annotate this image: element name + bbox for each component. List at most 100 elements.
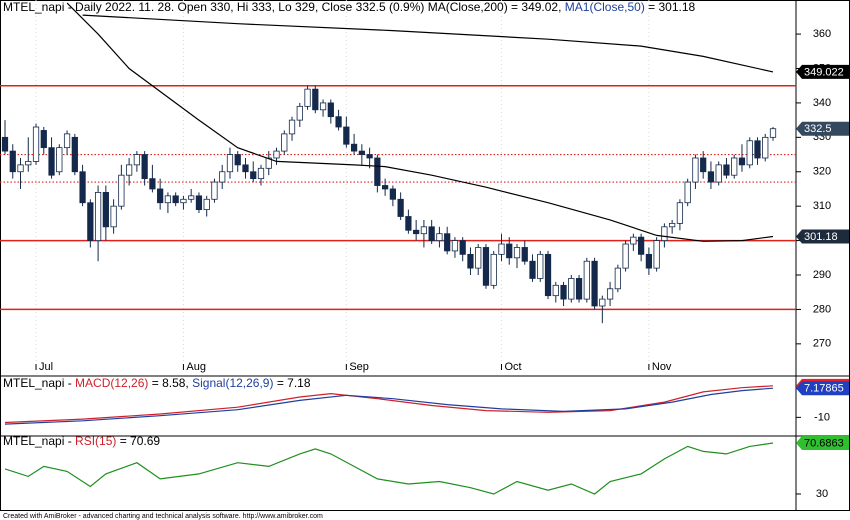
candle-body bbox=[94, 191, 102, 241]
title-part: MTEL_napi - Daily 2022. 11. 28. Open 330… bbox=[3, 0, 565, 14]
candle-body bbox=[25, 161, 32, 166]
value-tag bbox=[796, 381, 849, 396]
candle-body bbox=[234, 154, 241, 166]
candle-body bbox=[762, 136, 769, 159]
candle-body bbox=[133, 154, 140, 166]
candle-body bbox=[203, 198, 210, 211]
y-tick-label: 310 bbox=[813, 200, 831, 212]
candle-body bbox=[700, 157, 707, 173]
x-tick-label: Jul bbox=[39, 361, 53, 373]
candle-body bbox=[63, 133, 71, 149]
candle-body bbox=[529, 260, 536, 279]
value-tag bbox=[796, 64, 849, 79]
candle-body bbox=[560, 284, 567, 300]
title-part: MTEL_napi - bbox=[3, 376, 75, 390]
candle-body bbox=[428, 226, 435, 241]
candle-body bbox=[350, 143, 358, 152]
candle-body bbox=[521, 247, 528, 262]
candle-body bbox=[180, 198, 187, 204]
candle-body bbox=[312, 88, 319, 111]
candle-body bbox=[110, 205, 117, 228]
value-tag bbox=[796, 436, 849, 451]
candle-body bbox=[164, 195, 172, 204]
candle-body bbox=[630, 236, 637, 245]
candle-body bbox=[257, 167, 265, 180]
candle-body bbox=[157, 188, 164, 204]
candle-body bbox=[211, 181, 218, 200]
candle-body bbox=[397, 198, 404, 217]
value-tag-label: 7.17865 bbox=[804, 383, 844, 395]
candle-body bbox=[126, 164, 133, 176]
candle-body bbox=[506, 243, 513, 259]
candle-body bbox=[731, 157, 738, 176]
value-tag bbox=[796, 229, 849, 244]
panel-title: MTEL_napi - RSI(15) = 70.69 bbox=[3, 434, 160, 448]
candle-body bbox=[420, 226, 428, 235]
indicator-line bbox=[66, 2, 774, 242]
candle-body bbox=[102, 191, 109, 228]
candle-body bbox=[149, 178, 156, 190]
candle-body bbox=[599, 298, 606, 307]
candle-body bbox=[9, 150, 16, 173]
candle-body bbox=[715, 164, 722, 183]
candle-body bbox=[606, 288, 614, 300]
candle-body bbox=[32, 126, 40, 162]
candle-body bbox=[172, 195, 179, 204]
value-tag-label: 301.18 bbox=[804, 231, 838, 243]
candle-body bbox=[575, 278, 583, 300]
indicator-line bbox=[4, 385, 774, 424]
candle-body bbox=[482, 247, 490, 286]
panel bbox=[4, 385, 774, 425]
candle-body bbox=[265, 157, 272, 169]
candle-body bbox=[692, 157, 699, 183]
candle-body bbox=[56, 147, 63, 173]
panel bbox=[0, 0, 796, 370]
value-tag-label: 349.022 bbox=[804, 66, 844, 78]
title-part: MTEL_napi - bbox=[3, 434, 75, 448]
candle-body bbox=[273, 150, 280, 159]
candle-body bbox=[296, 105, 303, 121]
title-part: = 70.69 bbox=[116, 434, 160, 448]
candle-body bbox=[87, 202, 94, 241]
candle-body bbox=[374, 157, 381, 186]
title-part: MACD(12,26) bbox=[75, 376, 148, 390]
candle-body bbox=[304, 88, 311, 107]
candle-body bbox=[638, 236, 645, 255]
candle-body bbox=[358, 150, 365, 155]
y-tick-label: 270 bbox=[813, 338, 831, 350]
candle-body bbox=[17, 164, 24, 173]
title-part: MA1(Close,50) bbox=[565, 0, 645, 14]
value-tag-label: 332.5 bbox=[804, 123, 832, 135]
candle-body bbox=[195, 195, 203, 211]
candle-body bbox=[366, 154, 373, 159]
candle-body bbox=[413, 229, 420, 235]
title-part: = 7.18 bbox=[273, 376, 310, 390]
candle-body bbox=[568, 278, 575, 300]
candle-body bbox=[723, 164, 730, 176]
candle-body bbox=[48, 147, 55, 176]
y-tick-label: 340 bbox=[813, 97, 831, 109]
candle-body bbox=[71, 136, 78, 173]
candle-body bbox=[754, 140, 761, 159]
candle-body bbox=[343, 126, 350, 145]
candle-body bbox=[467, 253, 474, 269]
value-tag bbox=[796, 121, 849, 136]
candle-body bbox=[622, 243, 629, 269]
candle-body bbox=[444, 233, 451, 252]
candle-body bbox=[513, 247, 521, 259]
candle-body bbox=[475, 247, 482, 269]
candle-body bbox=[544, 253, 552, 297]
candle-body bbox=[684, 181, 691, 204]
candle-body bbox=[226, 154, 234, 173]
candle-body bbox=[40, 130, 47, 149]
candle-body bbox=[327, 102, 334, 118]
candle-body bbox=[552, 284, 559, 297]
y-tick-label: 320 bbox=[813, 166, 831, 178]
candle-body bbox=[319, 102, 327, 111]
y-tick-label: 290 bbox=[813, 269, 831, 281]
candle-body bbox=[653, 240, 660, 269]
candle-body bbox=[451, 240, 459, 252]
candle-body bbox=[676, 202, 684, 224]
candle-body bbox=[242, 164, 249, 173]
